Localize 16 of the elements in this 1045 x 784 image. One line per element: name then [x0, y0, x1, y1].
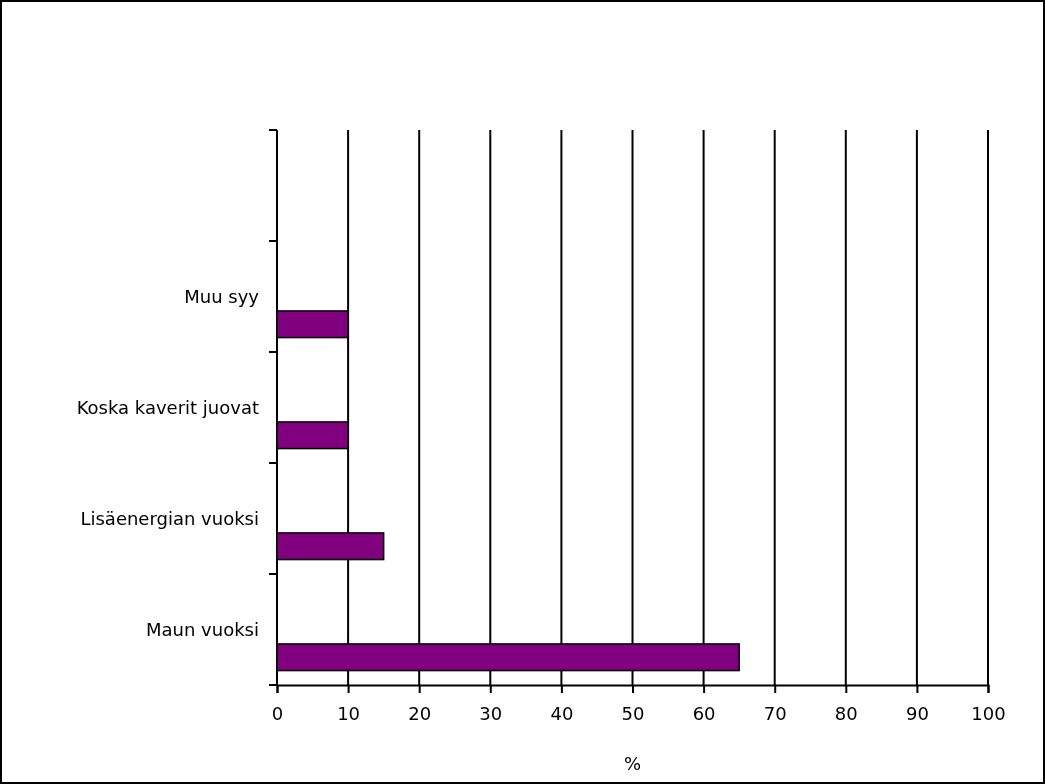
- x-tick-label: 20: [408, 702, 432, 724]
- x-tick-label: 30: [479, 702, 503, 724]
- y-tick-label: Lisäenergian vuoksi: [80, 507, 259, 529]
- x-tick-label: 0: [271, 702, 284, 724]
- x-tick-label: 70: [763, 702, 787, 724]
- x-tick-label: 40: [550, 702, 574, 724]
- x-tick-label: 10: [337, 702, 361, 724]
- y-tick-label: Koska kaverit juovat: [76, 396, 259, 418]
- x-tick-label: 90: [905, 702, 929, 724]
- x-axis-title: %: [623, 753, 642, 774]
- y-tick-label: Maun vuoksi: [146, 618, 259, 640]
- x-tick-label: 50: [621, 702, 645, 724]
- x-tick-label: 100: [971, 702, 1006, 724]
- x-tick-label: 80: [834, 702, 858, 724]
- x-tick-label: 60: [692, 702, 716, 724]
- y-tick-label: Muu syy: [184, 285, 260, 307]
